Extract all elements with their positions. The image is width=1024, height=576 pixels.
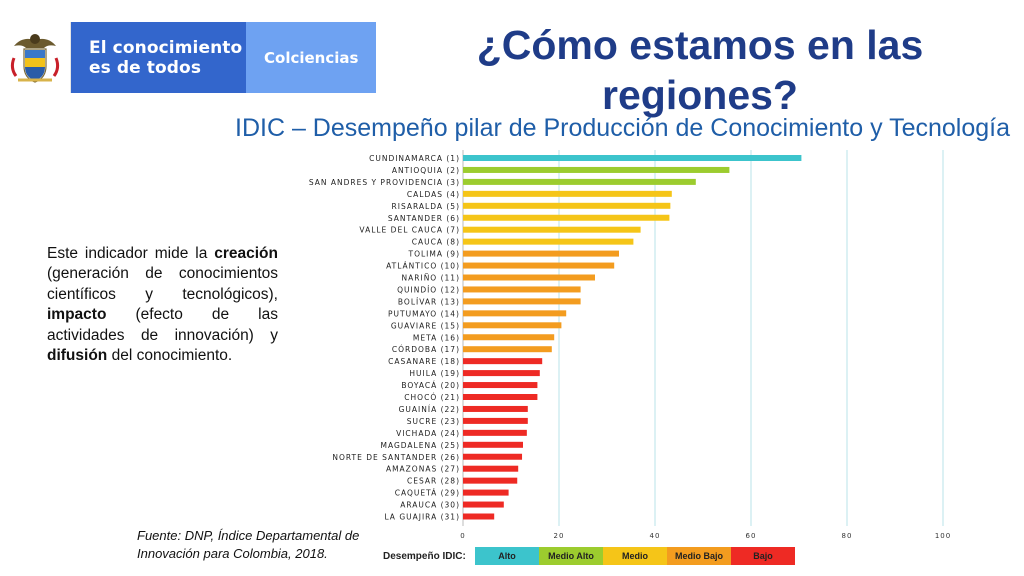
bar — [463, 382, 538, 389]
bar — [463, 190, 672, 197]
bar — [463, 370, 540, 377]
bar — [463, 334, 555, 341]
category-label: SUCRE (23) — [407, 417, 460, 426]
legend-item-medio: Medio — [603, 547, 667, 565]
chart-legend: Desempeño IDIC: Alto Medio Alto Medio Me… — [383, 546, 795, 566]
legend-item-medio-alto: Medio Alto — [539, 547, 603, 565]
coat-of-arms-logo — [0, 22, 71, 93]
bar — [463, 405, 528, 412]
brand-tagline: El conocimiento es de todos — [71, 22, 247, 93]
category-label: CASANARE (18) — [388, 357, 460, 366]
x-tick-label: 60 — [746, 532, 757, 540]
category-label: SANTANDER (6) — [388, 214, 460, 223]
category-label: CALDAS (4) — [407, 190, 460, 199]
bar — [463, 202, 671, 209]
category-label: CUNDINAMARCA (1) — [369, 154, 460, 163]
desc-bold-difusion: difusión — [47, 347, 108, 365]
category-label: TOLIMA (9) — [408, 250, 460, 259]
bar — [463, 238, 634, 245]
legend-title: Desempeño IDIC: — [383, 550, 466, 562]
bar — [463, 477, 518, 484]
desc-bold-creacion: creación — [214, 245, 278, 262]
category-label: CHOCÓ (21) — [404, 393, 460, 402]
category-label: QUINDÍO (12) — [397, 285, 460, 294]
category-label: BOLÍVAR (13) — [398, 297, 460, 306]
category-label: HUILA (19) — [409, 369, 460, 378]
bar — [463, 417, 528, 424]
bar — [463, 226, 641, 233]
category-label: VALLE DEL CAUCA (7) — [359, 226, 460, 235]
bar — [463, 453, 523, 460]
desc-text-4: del conocimiento. — [107, 347, 233, 365]
indicator-description: Este indicador mide la creación (generac… — [47, 244, 278, 366]
bar — [463, 346, 552, 353]
bar — [463, 178, 696, 185]
bar — [463, 501, 504, 508]
org-name: Colciencias — [246, 22, 376, 93]
category-label: CAUCA (8) — [412, 238, 460, 247]
category-label: LA GUAJIRA (31) — [384, 513, 460, 522]
x-tick-label: 0 — [460, 532, 465, 540]
category-label: VICHADA (24) — [396, 429, 460, 438]
category-label: PUTUMAYO (14) — [388, 309, 460, 318]
x-tick-label: 100 — [935, 532, 951, 540]
category-label: ARAUCA (30) — [400, 501, 460, 510]
legend-item-alto: Alto — [475, 547, 539, 565]
x-tick-label: 20 — [554, 532, 565, 540]
category-label: AMAZONAS (27) — [386, 465, 460, 474]
category-label: CESAR (28) — [407, 477, 460, 486]
bar — [463, 465, 519, 472]
bar — [463, 250, 619, 257]
bar — [463, 166, 730, 173]
category-label: CAQUETÁ (29) — [395, 489, 460, 498]
x-tick-label: 40 — [650, 532, 661, 540]
bar — [463, 262, 615, 269]
category-label: ATLÁNTICO (10) — [386, 262, 460, 271]
x-tick-label: 80 — [842, 532, 853, 540]
bar — [463, 358, 543, 365]
bar — [463, 298, 581, 305]
coat-of-arms-icon — [10, 34, 60, 83]
category-label: BOYACÁ (20) — [401, 381, 460, 390]
category-label: NORTE DE SANTANDER (26) — [332, 453, 460, 462]
category-label: RISARALDA (5) — [392, 202, 460, 211]
category-label: SAN ANDRES Y PROVIDENCIA (3) — [309, 178, 460, 187]
bar — [463, 441, 523, 448]
brand-line-2: es de todos — [89, 57, 202, 78]
bar — [463, 286, 581, 293]
bar — [463, 274, 595, 281]
desc-text-2: (generación de conocimientos científicos… — [47, 265, 278, 303]
bar — [463, 489, 509, 496]
page-title: ¿Cómo estamos en las regiones? — [476, 22, 924, 118]
bar — [463, 214, 670, 221]
bar — [463, 310, 567, 317]
desc-text-1: Este indicador mide la — [47, 245, 215, 262]
brand-line-1: El conocimiento — [89, 37, 243, 58]
desc-bold-impacto: impacto — [47, 306, 107, 324]
category-label: CÓRDOBA (17) — [392, 345, 460, 354]
header-logo-block: El conocimiento es de todos Colciencias — [0, 22, 376, 93]
legend-item-medio-bajo: Medio Bajo — [667, 547, 731, 565]
bar — [463, 155, 802, 161]
category-label: NARIÑO (11) — [402, 274, 460, 283]
source-note: Fuente: DNP, Índice Departamental de Inn… — [137, 528, 360, 561]
category-label: GUAINÍA (22) — [399, 405, 460, 414]
category-label: ANTIOQUIA (2) — [392, 166, 460, 175]
category-label: META (16) — [413, 333, 460, 342]
bar — [463, 322, 562, 329]
legend-item-bajo: Bajo — [731, 547, 795, 565]
category-label: GUAVIARE (15) — [391, 321, 460, 330]
desc-text-3: (efecto de las actividades de innovación… — [47, 306, 278, 344]
bar — [463, 513, 495, 520]
category-label: MAGDALENA (25) — [381, 441, 461, 450]
chart-subtitle: IDIC – Desempeño pilar de Producción de … — [235, 114, 1010, 142]
bar — [463, 394, 538, 400]
bar — [463, 429, 527, 436]
